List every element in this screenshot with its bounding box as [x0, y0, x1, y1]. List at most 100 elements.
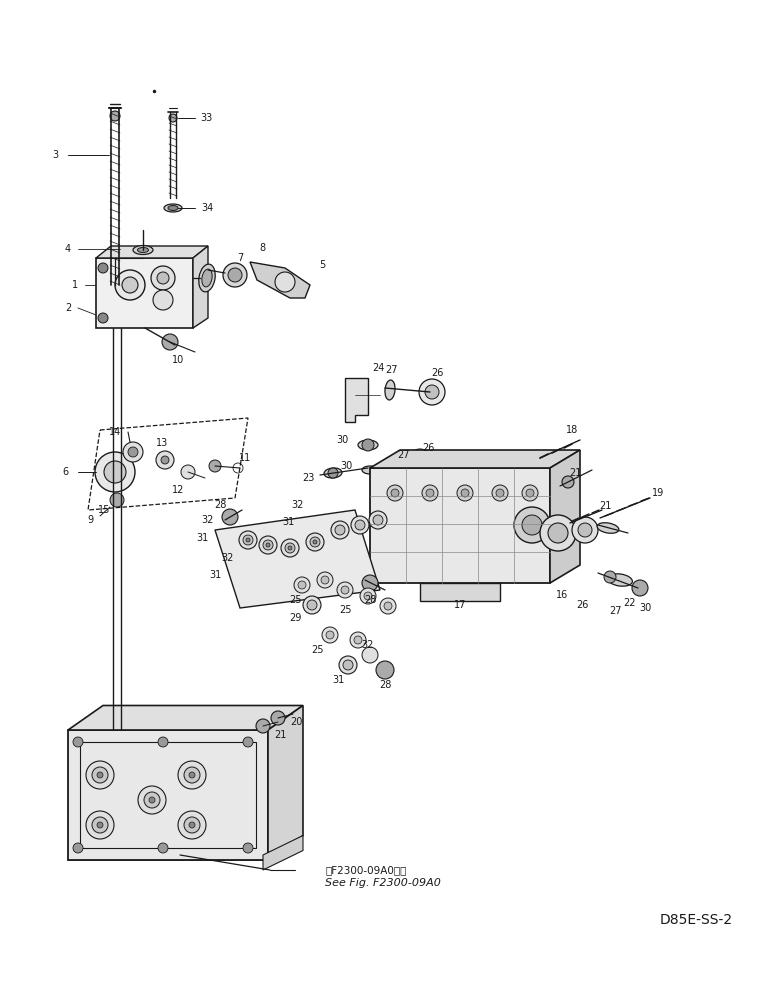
- Circle shape: [303, 596, 321, 614]
- Text: 21: 21: [274, 730, 286, 740]
- Ellipse shape: [168, 206, 178, 211]
- Polygon shape: [68, 835, 303, 860]
- Circle shape: [369, 511, 387, 529]
- Circle shape: [281, 539, 299, 557]
- Text: 8: 8: [259, 243, 265, 253]
- Circle shape: [92, 767, 108, 783]
- Circle shape: [243, 843, 253, 853]
- Circle shape: [391, 489, 399, 497]
- Text: 21: 21: [569, 468, 581, 478]
- Circle shape: [97, 772, 103, 778]
- Circle shape: [380, 598, 396, 614]
- Circle shape: [339, 656, 357, 674]
- Polygon shape: [68, 730, 268, 860]
- Circle shape: [360, 588, 376, 604]
- Circle shape: [522, 485, 538, 501]
- Circle shape: [73, 843, 83, 853]
- Text: 28: 28: [213, 500, 226, 510]
- Circle shape: [457, 485, 473, 501]
- Circle shape: [184, 817, 200, 833]
- Circle shape: [86, 761, 114, 789]
- Circle shape: [351, 516, 369, 534]
- Ellipse shape: [324, 468, 342, 478]
- Circle shape: [128, 447, 138, 457]
- Circle shape: [425, 385, 439, 399]
- Circle shape: [496, 489, 504, 497]
- Text: 7: 7: [237, 253, 243, 263]
- Circle shape: [184, 767, 200, 783]
- Polygon shape: [68, 706, 303, 730]
- Circle shape: [343, 660, 353, 670]
- Circle shape: [387, 485, 403, 501]
- Circle shape: [92, 817, 108, 833]
- Circle shape: [161, 456, 169, 464]
- Text: 图F2300-09A0参照: 图F2300-09A0参照: [325, 865, 407, 875]
- Text: 27: 27: [608, 606, 621, 616]
- Text: 31: 31: [196, 533, 208, 543]
- Circle shape: [306, 533, 324, 551]
- Text: 27: 27: [396, 450, 409, 460]
- Circle shape: [414, 454, 426, 466]
- Circle shape: [461, 489, 469, 497]
- Text: 13: 13: [156, 438, 168, 448]
- Text: 12: 12: [172, 485, 185, 495]
- Circle shape: [354, 636, 362, 644]
- Circle shape: [355, 520, 365, 530]
- Text: 30: 30: [336, 435, 348, 445]
- Circle shape: [178, 761, 206, 789]
- Text: 17: 17: [454, 600, 466, 610]
- Text: 21: 21: [599, 501, 612, 511]
- Ellipse shape: [202, 269, 212, 287]
- Text: 30: 30: [639, 603, 651, 613]
- Circle shape: [321, 576, 329, 584]
- Circle shape: [522, 515, 542, 535]
- Ellipse shape: [138, 248, 149, 253]
- Circle shape: [419, 379, 445, 405]
- Polygon shape: [420, 583, 500, 601]
- Circle shape: [298, 581, 306, 589]
- Circle shape: [162, 334, 178, 350]
- Circle shape: [362, 647, 378, 663]
- Text: 25: 25: [312, 645, 325, 655]
- Circle shape: [98, 263, 108, 273]
- Text: 29: 29: [289, 613, 301, 623]
- Ellipse shape: [388, 462, 408, 473]
- Text: 32: 32: [362, 640, 375, 650]
- Text: 14: 14: [109, 427, 121, 437]
- Ellipse shape: [608, 574, 633, 586]
- Text: 30: 30: [340, 461, 352, 471]
- Text: 32: 32: [222, 553, 234, 563]
- Circle shape: [73, 737, 83, 747]
- Circle shape: [409, 449, 431, 471]
- Circle shape: [362, 439, 374, 451]
- Circle shape: [178, 811, 206, 839]
- Text: 18: 18: [566, 425, 578, 435]
- Circle shape: [122, 277, 138, 293]
- Text: 27: 27: [386, 365, 398, 375]
- Circle shape: [632, 580, 648, 596]
- Circle shape: [243, 737, 253, 747]
- Ellipse shape: [385, 380, 395, 400]
- Text: 25: 25: [289, 595, 301, 605]
- Circle shape: [149, 797, 155, 803]
- Text: 20: 20: [290, 717, 302, 727]
- Text: 16: 16: [556, 590, 569, 600]
- Circle shape: [362, 575, 378, 591]
- Circle shape: [156, 451, 174, 469]
- Circle shape: [326, 631, 334, 639]
- Text: 28: 28: [364, 595, 376, 605]
- Circle shape: [222, 509, 238, 525]
- Polygon shape: [96, 246, 208, 258]
- Polygon shape: [370, 450, 580, 468]
- Circle shape: [144, 792, 160, 808]
- Circle shape: [350, 632, 366, 648]
- Text: 31: 31: [209, 570, 221, 580]
- Circle shape: [317, 572, 333, 588]
- Circle shape: [157, 272, 169, 284]
- Circle shape: [239, 531, 257, 549]
- Circle shape: [578, 523, 592, 537]
- Text: 19: 19: [652, 488, 664, 498]
- Ellipse shape: [133, 245, 153, 255]
- Circle shape: [138, 786, 166, 814]
- Polygon shape: [193, 246, 208, 328]
